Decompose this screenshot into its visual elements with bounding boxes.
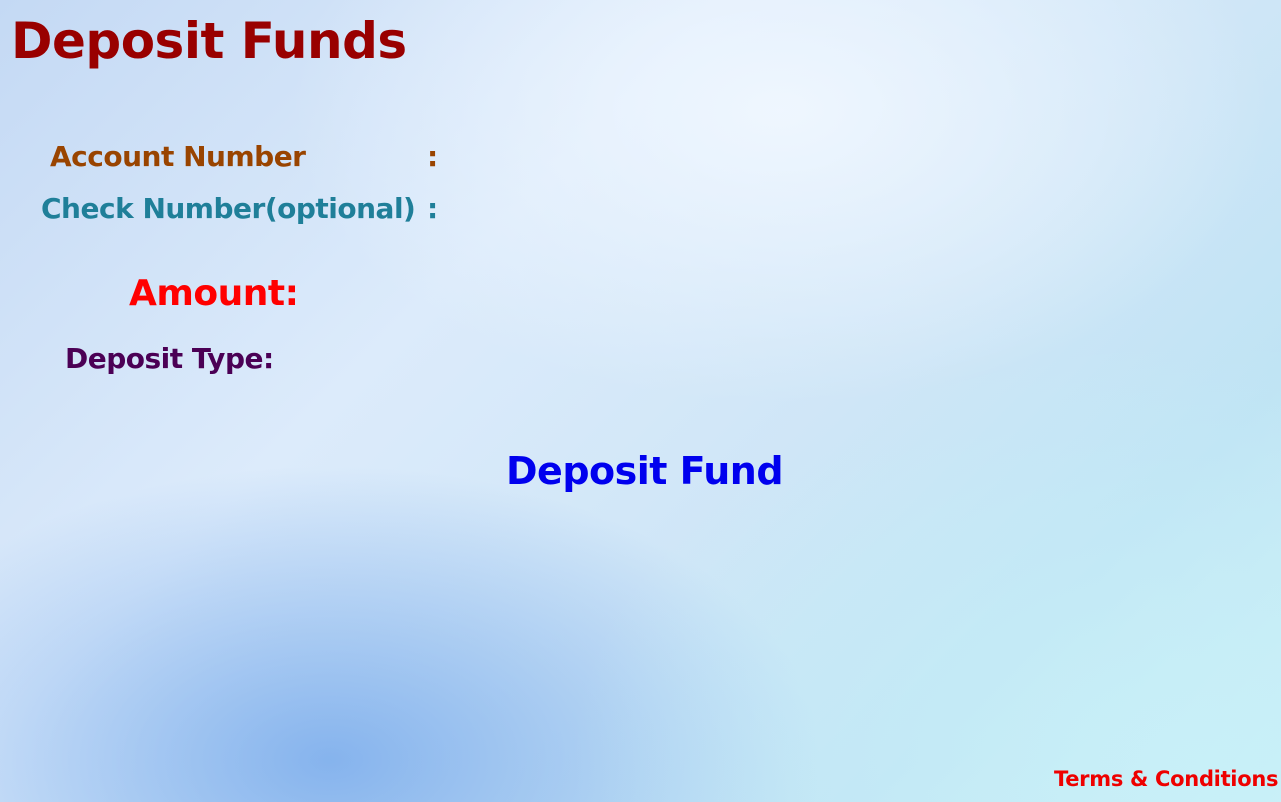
account-number-colon: : xyxy=(427,140,439,173)
deposit-fund-button[interactable]: Deposit Fund xyxy=(506,449,784,493)
account-number-label: Account Number xyxy=(50,140,306,173)
check-number-label: Check Number(optional) xyxy=(41,192,416,225)
check-number-colon: : xyxy=(427,192,439,225)
deposit-type-label: Deposit Type: xyxy=(65,342,274,375)
amount-label: Amount: xyxy=(129,273,299,314)
terms-and-conditions-link[interactable]: Terms & Conditions xyxy=(1054,767,1279,791)
page-title: Deposit Funds xyxy=(11,12,407,70)
